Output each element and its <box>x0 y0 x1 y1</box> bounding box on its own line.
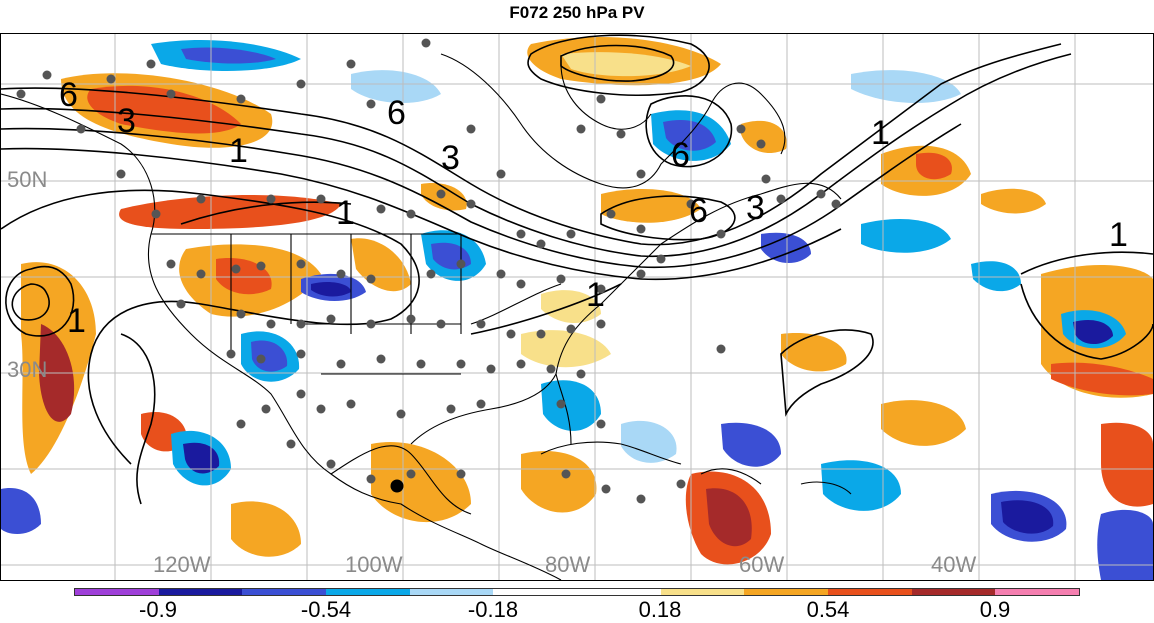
colorbar-swatch <box>75 589 159 595</box>
pv-map: 6 3 1 6 3 1 6 3 6 1 1 1 1 50N 30N 120W 1… <box>0 33 1154 581</box>
lon-label-60w: 60W <box>739 552 785 577</box>
lon-label-80w: 80W <box>545 552 591 577</box>
contour-labels: 6 3 1 6 3 1 6 3 6 1 1 1 1 <box>59 76 1128 340</box>
contour-label: 3 <box>441 139 460 177</box>
contour-label: 1 <box>871 114 890 152</box>
contour-label: 1 <box>229 132 248 170</box>
graticule <box>1 34 1153 580</box>
colorbar-swatch <box>911 589 996 595</box>
contour-label: 1 <box>586 276 605 314</box>
colorbar-swatch <box>744 589 829 595</box>
colorbar-swatch <box>828 589 912 595</box>
lat-label-30n: 30N <box>7 357 48 382</box>
contour-label: 6 <box>59 76 78 114</box>
colorbar-tick-label: -0.54 <box>300 597 352 622</box>
highlight-station-dot <box>390 479 404 493</box>
colorbar-tick-label: 0.9 <box>979 597 1011 622</box>
contour-label: 1 <box>67 302 86 340</box>
colorbar-tick-label: 0.18 <box>638 597 682 622</box>
colorbar-swatch <box>577 589 661 595</box>
colorbar-tick-label: -0.9 <box>139 597 177 622</box>
colorbar <box>74 588 1080 596</box>
contour-label: 1 <box>336 194 355 232</box>
lat-label-50n: 50N <box>7 167 48 192</box>
contour-label: 6 <box>689 192 708 230</box>
colorbar-swatch <box>242 589 327 595</box>
contour-label: 3 <box>746 189 765 227</box>
pv-contours <box>1 34 1153 505</box>
pv-anomaly-shading <box>1 36 1153 580</box>
colorbar-swatch <box>409 589 494 595</box>
lon-label-40w: 40W <box>931 552 977 577</box>
colorbar-swatch <box>660 589 745 595</box>
colorbar-tick-label: 0.54 <box>806 597 850 622</box>
colorbar-tick-label: -0.18 <box>467 597 519 622</box>
contour-label: 6 <box>671 136 690 174</box>
contour-label: 6 <box>387 94 406 132</box>
colorbar-swatch <box>995 589 1080 595</box>
colorbar-swatch <box>326 589 410 595</box>
lon-label-100w: 100W <box>345 552 403 577</box>
map-title: F072 250 hPa PV <box>509 3 645 22</box>
contour-label: 1 <box>1109 216 1128 254</box>
contour-label: 3 <box>117 102 136 140</box>
colorbar-swatch <box>493 589 578 595</box>
lon-label-120w: 120W <box>153 552 211 577</box>
map-canvas: 6 3 1 6 3 1 6 3 6 1 1 1 1 <box>1 34 1153 580</box>
colorbar-swatch <box>158 589 243 595</box>
station-dots <box>16 38 841 504</box>
